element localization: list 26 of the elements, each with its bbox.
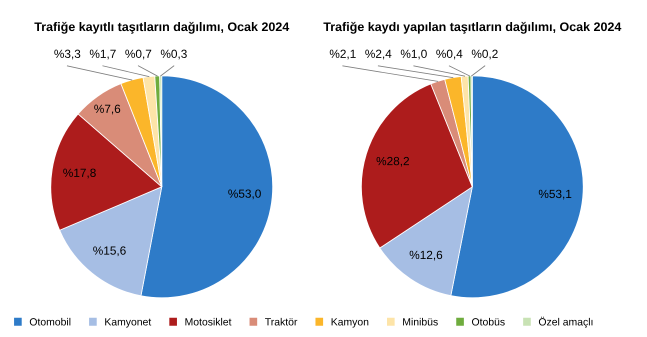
legend-label: Traktör (265, 318, 298, 326)
legend-label: Özel amaçlı (538, 316, 592, 328)
legend-label: Motosiklet (185, 318, 232, 326)
legend-label: Kamyonet (105, 318, 152, 328)
data-label: %2,1 (330, 50, 356, 60)
data-label: %3,3 (54, 50, 80, 60)
data-label: %0,3 (160, 50, 187, 60)
data-label: %15,6 (93, 246, 126, 256)
legend-label: Minibüs (403, 318, 438, 326)
data-label: %17,8 (63, 168, 96, 178)
data-label: %53,0 (228, 189, 261, 200)
legend-label: Otomobil (30, 318, 70, 326)
data-label: %0,7 (125, 50, 152, 60)
legend-label: Kamyon (332, 318, 368, 328)
chart-title: Trafiğe kaydı yapılan taşıtların dağılımı, Ocak 2024 (323, 22, 622, 34)
data-label: %0,4 (436, 50, 462, 60)
data-label: %28,2 (376, 156, 409, 167)
data-label: %0,2 (472, 50, 498, 60)
data-label: %7,6 (94, 104, 120, 114)
legend-label: Otobüs (472, 318, 505, 326)
data-label: %1,0 (400, 50, 427, 60)
data-label: %1,7 (90, 50, 116, 60)
data-label: %2,4 (365, 50, 392, 60)
data-label: %53,1 (538, 190, 572, 200)
chart-title: Trafiğe kayıtlı taşıtların dağılımı, Ocak 2024 (34, 22, 290, 34)
data-label: %12,6 (410, 250, 442, 260)
